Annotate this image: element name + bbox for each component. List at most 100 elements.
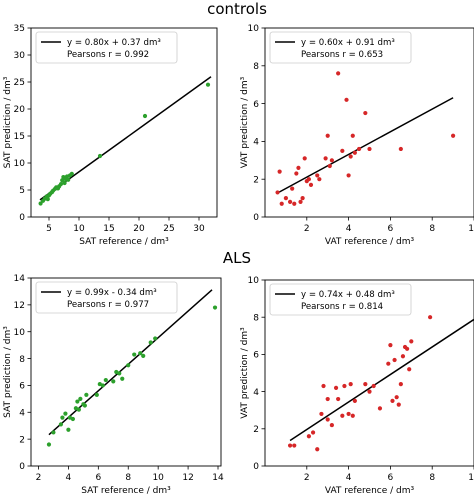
data-point <box>66 177 71 182</box>
data-point <box>298 199 303 204</box>
data-point <box>329 158 334 163</box>
als-sat-scatter-chart: 2 4 6 8 10 12 14 0 2 4 6 8 10 12 14 SAT reference / dm³… <box>3 274 224 496</box>
data-point <box>306 177 311 182</box>
data-point <box>386 361 391 366</box>
data-point <box>340 413 345 418</box>
data-point <box>428 315 433 320</box>
data-point <box>300 196 305 201</box>
regression-line <box>277 97 454 194</box>
y-tick-label: 10 <box>14 159 26 169</box>
data-point <box>310 430 316 435</box>
data-point <box>306 434 311 439</box>
data-point <box>371 383 376 389</box>
data-point <box>287 443 293 448</box>
data-point <box>317 177 322 182</box>
y-tick-label: 8 <box>253 313 259 323</box>
plot-frame <box>264 27 474 218</box>
data-point <box>367 146 372 152</box>
y-tick-label: 35 <box>14 24 25 34</box>
data-point <box>363 110 368 116</box>
legend-fit-equation: y = 0.80x + 0.37 dm³ <box>67 38 161 48</box>
x-axis-label: VAT reference / dm³ <box>325 237 415 247</box>
data-point <box>296 165 301 170</box>
y-tick-label: 20 <box>14 105 26 115</box>
data-point <box>367 389 372 394</box>
x-tick-label: 4 <box>66 473 72 483</box>
data-point <box>148 340 153 345</box>
data-point <box>315 173 320 178</box>
x-tick-label: 10 <box>152 473 164 483</box>
y-tick-label: 10 <box>248 276 260 286</box>
data-point <box>78 396 83 401</box>
data-point <box>120 376 125 381</box>
data-point <box>348 154 353 159</box>
x-tick-label: 15 <box>103 224 114 234</box>
data-point <box>323 156 328 161</box>
y-tick-label: 5 <box>19 186 25 196</box>
data-point <box>111 379 116 384</box>
data-point <box>283 196 288 201</box>
y-tick-label: 2 <box>253 175 259 185</box>
y-tick-label: 0 <box>19 462 25 472</box>
legend-fit-equation: y = 0.60x + 0.91 dm³ <box>301 38 395 48</box>
data-point <box>333 385 339 390</box>
data-point <box>60 415 65 420</box>
data-point <box>356 146 362 152</box>
y-tick-label: 30 <box>14 51 26 61</box>
data-point <box>352 150 357 155</box>
regression-line <box>48 289 213 436</box>
x-axis-label: SAT reference / dm³ <box>81 486 171 496</box>
x-tick-label: 4 <box>346 473 352 483</box>
section-title-controls: controls <box>207 0 267 18</box>
als-vat-scatter-chart: 2 4 6 8 10 0 2 4 6 8 10 VAT reference / dm³ VAT pred… <box>240 276 474 496</box>
data-point <box>336 396 341 402</box>
data-point <box>66 427 71 432</box>
plot-frame <box>30 277 222 467</box>
y-tick-label: 15 <box>14 132 25 142</box>
data-point <box>327 163 332 169</box>
data-point <box>279 201 284 206</box>
data-point <box>325 417 330 422</box>
data-point <box>103 377 108 383</box>
y-tick-label: 12 <box>14 301 25 311</box>
data-point <box>388 343 393 348</box>
data-point <box>292 201 297 206</box>
section-title-als: ALS <box>222 249 252 267</box>
data-point <box>392 357 397 363</box>
data-point <box>100 383 105 388</box>
y-tick-label: 10 <box>248 24 260 34</box>
data-point <box>302 156 307 161</box>
data-point <box>275 190 280 195</box>
data-point <box>132 352 137 357</box>
y-tick-label: 0 <box>253 213 259 223</box>
data-point <box>336 71 341 76</box>
x-tick-label: 6 <box>388 224 394 234</box>
y-axis-label: VAT prediction / dm³ <box>240 327 250 419</box>
data-point <box>138 351 143 356</box>
data-point <box>342 383 347 389</box>
x-tick-label: 10 <box>73 224 85 234</box>
x-tick-label: 10 <box>468 224 474 234</box>
legend-pearson-r: Pearsons r = 0.992 <box>67 50 149 60</box>
legend-box <box>269 283 412 316</box>
data-point <box>350 133 355 138</box>
data-point <box>82 403 87 408</box>
data-point <box>377 406 383 411</box>
legend-box <box>269 31 412 64</box>
data-point <box>212 305 218 310</box>
data-point <box>352 398 357 403</box>
y-tick-label: 4 <box>253 138 259 148</box>
data-point <box>344 97 349 102</box>
y-tick-label: 6 <box>19 382 25 392</box>
data-point <box>321 383 326 389</box>
y-tick-label: 2 <box>253 425 259 435</box>
data-point <box>63 411 68 416</box>
data-point <box>51 430 56 435</box>
data-point <box>75 399 80 404</box>
data-point <box>325 396 330 402</box>
x-tick-label: 8 <box>429 224 435 234</box>
x-tick-label: 2 <box>304 224 310 234</box>
x-tick-label: 12 <box>182 473 193 483</box>
x-tick-label: 2 <box>36 473 42 483</box>
data-point <box>205 82 211 87</box>
